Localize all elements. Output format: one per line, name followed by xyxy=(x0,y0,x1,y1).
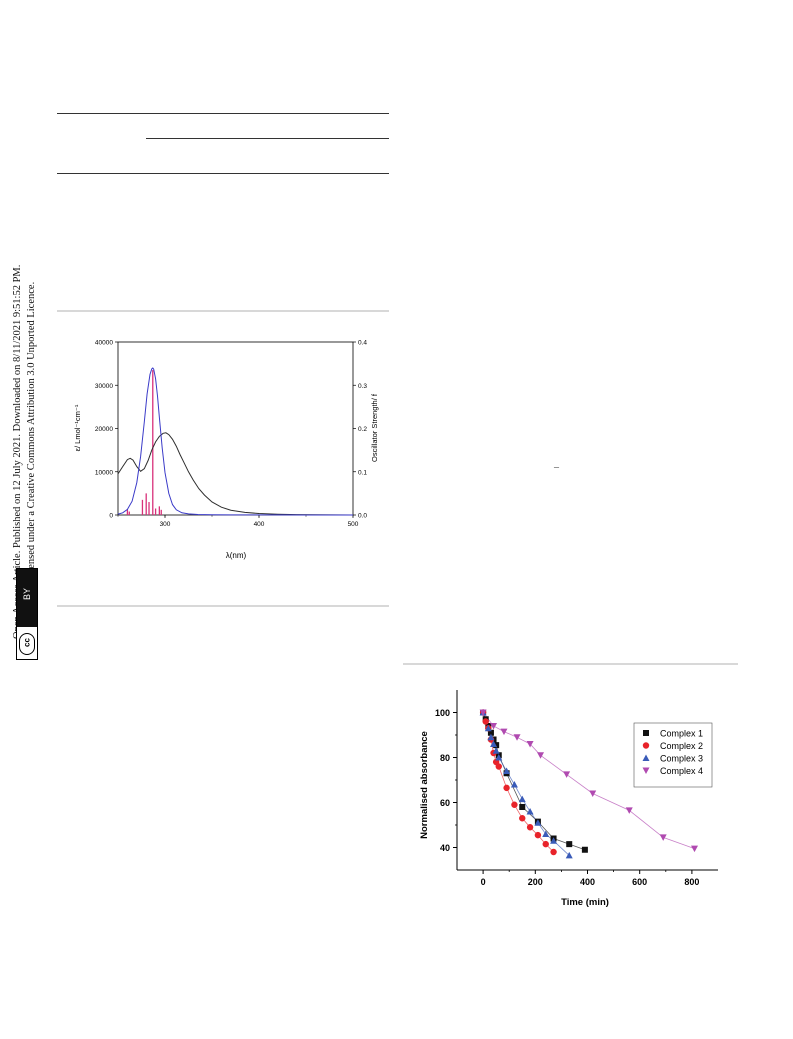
data-point-triangle-up xyxy=(503,767,511,774)
uv-x-axis-label: λ(nm) xyxy=(226,551,247,560)
uv-x-tick-label: 400 xyxy=(254,521,265,528)
decay-y-tick-label: 40 xyxy=(440,843,450,853)
data-point-triangle-up xyxy=(490,740,498,747)
data-point-triangle-down xyxy=(625,807,633,814)
data-point-circle xyxy=(534,831,542,839)
decay-legend-label: Complex 1 xyxy=(660,729,703,739)
table-top-rule xyxy=(57,113,389,114)
data-point-square xyxy=(566,841,573,848)
uv-y-axis-right-label: Oscillator Strength/ f xyxy=(370,393,379,462)
data-point-triangle-up xyxy=(492,747,500,754)
data-point-circle xyxy=(495,763,502,770)
decay-y-tick-label: 100 xyxy=(435,708,450,718)
data-point-circle xyxy=(550,848,557,856)
data-point-triangle-up xyxy=(518,795,526,803)
stray-dash: – xyxy=(554,462,559,473)
decay-x-tick-label: 400 xyxy=(580,877,595,887)
data-point-triangle-up xyxy=(550,837,558,844)
data-point-triangle-down xyxy=(500,728,508,736)
absorbance-decay-chart: 40 60 80 100 0 200 400 600 800 Complex 1 Complex 2… xyxy=(419,690,718,908)
uv-calculated-spectrum-line xyxy=(117,367,353,516)
decay-plot-area: 40 60 80 100 0 200 400 600 800 Complex 1 Complex 2… xyxy=(435,690,718,887)
data-point-triangle-down xyxy=(642,767,650,774)
data-point-triangle-down xyxy=(490,723,498,730)
decay-y-tick-label: 60 xyxy=(440,798,450,808)
decay-legend-label: Complex 4 xyxy=(660,766,703,776)
uv-x-tick-label: 300 xyxy=(160,521,171,528)
uv-plot-area: 0 10000 20000 30000 40000 0.0 0.1 0.2 0.3 0.4 300 4… xyxy=(95,340,367,529)
data-point-triangle-down xyxy=(659,834,667,841)
data-point-square xyxy=(581,846,588,853)
uv-y-right-tick-label: 0.0 xyxy=(358,513,367,520)
data-point-square xyxy=(487,729,494,736)
data-point-triangle-up xyxy=(495,754,503,761)
uv-y-right-tick-label: 0.2 xyxy=(358,426,367,433)
uv-y-axis-left-label: ε/ Lmol⁻¹cm⁻¹ xyxy=(73,404,82,451)
data-point-circle xyxy=(482,718,489,725)
decay-legend-label: Complex 2 xyxy=(660,741,703,751)
data-point-square xyxy=(519,804,526,810)
data-point-triangle-up xyxy=(565,851,573,859)
decay-x-tick-label: 600 xyxy=(632,877,647,887)
uv-y-left-tick-label: 10000 xyxy=(95,469,113,476)
cc-by-badge-icon[interactable]: BY cc xyxy=(16,568,38,660)
uv-x-tick-label: 500 xyxy=(348,521,359,528)
decay-x-tick-label: 800 xyxy=(684,877,699,887)
table-bottom-rule xyxy=(57,173,389,174)
uv-y-right-tick-label: 0.4 xyxy=(358,340,367,347)
data-point-triangle-up xyxy=(542,830,550,837)
decay-fit-line xyxy=(482,712,570,856)
by-label: BY xyxy=(22,588,32,601)
data-point-triangle-down xyxy=(513,734,521,741)
uv-vis-spectrum-chart: 0 10000 20000 30000 40000 0.0 0.1 0.2 0.3 0.4 300 4… xyxy=(73,340,379,561)
by-badge-part: BY xyxy=(17,569,37,627)
data-point-triangle-down xyxy=(479,709,487,716)
decay-y-axis-label: Normalised absorbance xyxy=(419,731,430,839)
decay-fit-line xyxy=(482,712,586,851)
decay-x-axis-label: Time (min) xyxy=(561,897,609,908)
data-point-triangle-up xyxy=(484,724,492,732)
data-point-triangle-down xyxy=(537,752,545,759)
figure-uv-bottom-separator xyxy=(57,605,389,607)
data-point-triangle-down xyxy=(526,741,534,748)
uv-y-left-tick-label: 40000 xyxy=(95,340,113,347)
data-point-circle xyxy=(519,815,526,822)
data-point-triangle-down xyxy=(589,790,597,797)
data-point-triangle-up xyxy=(526,808,534,815)
data-point-triangle-down xyxy=(563,771,571,778)
table-mid-rule xyxy=(146,138,389,139)
decay-legend-label: Complex 3 xyxy=(660,754,703,764)
data-point-triangle-up xyxy=(534,819,542,826)
uv-experimental-spectrum-line xyxy=(117,432,354,516)
data-point-triangle-up xyxy=(510,781,518,788)
data-point-square xyxy=(493,742,500,749)
uv-y-right-tick-label: 0.3 xyxy=(358,383,367,390)
data-point-circle xyxy=(503,784,510,792)
uv-y-left-tick-label: 30000 xyxy=(95,383,113,390)
figure-decay-top-separator xyxy=(403,663,738,665)
cc-label: cc xyxy=(22,638,32,647)
data-point-triangle-down xyxy=(691,845,699,853)
decay-x-tick-label: 200 xyxy=(528,877,543,887)
uv-y-left-tick-label: 20000 xyxy=(95,426,113,433)
uv-y-left-tick-label: 0 xyxy=(109,513,113,520)
data-point-triangle-up xyxy=(487,733,495,741)
data-point-circle xyxy=(526,824,534,831)
data-point-triangle-up xyxy=(642,754,650,761)
decay-y-tick-label: 80 xyxy=(440,753,450,763)
decay-x-tick-label: 0 xyxy=(481,877,486,887)
data-point-circle xyxy=(511,801,518,808)
cc-logo-icon: cc xyxy=(19,633,35,655)
uv-y-right-tick-label: 0.1 xyxy=(358,469,367,476)
data-point-circle xyxy=(542,840,549,848)
figure-uv-top-separator xyxy=(57,310,389,312)
data-point-circle xyxy=(642,742,650,749)
data-point-square xyxy=(643,730,649,736)
